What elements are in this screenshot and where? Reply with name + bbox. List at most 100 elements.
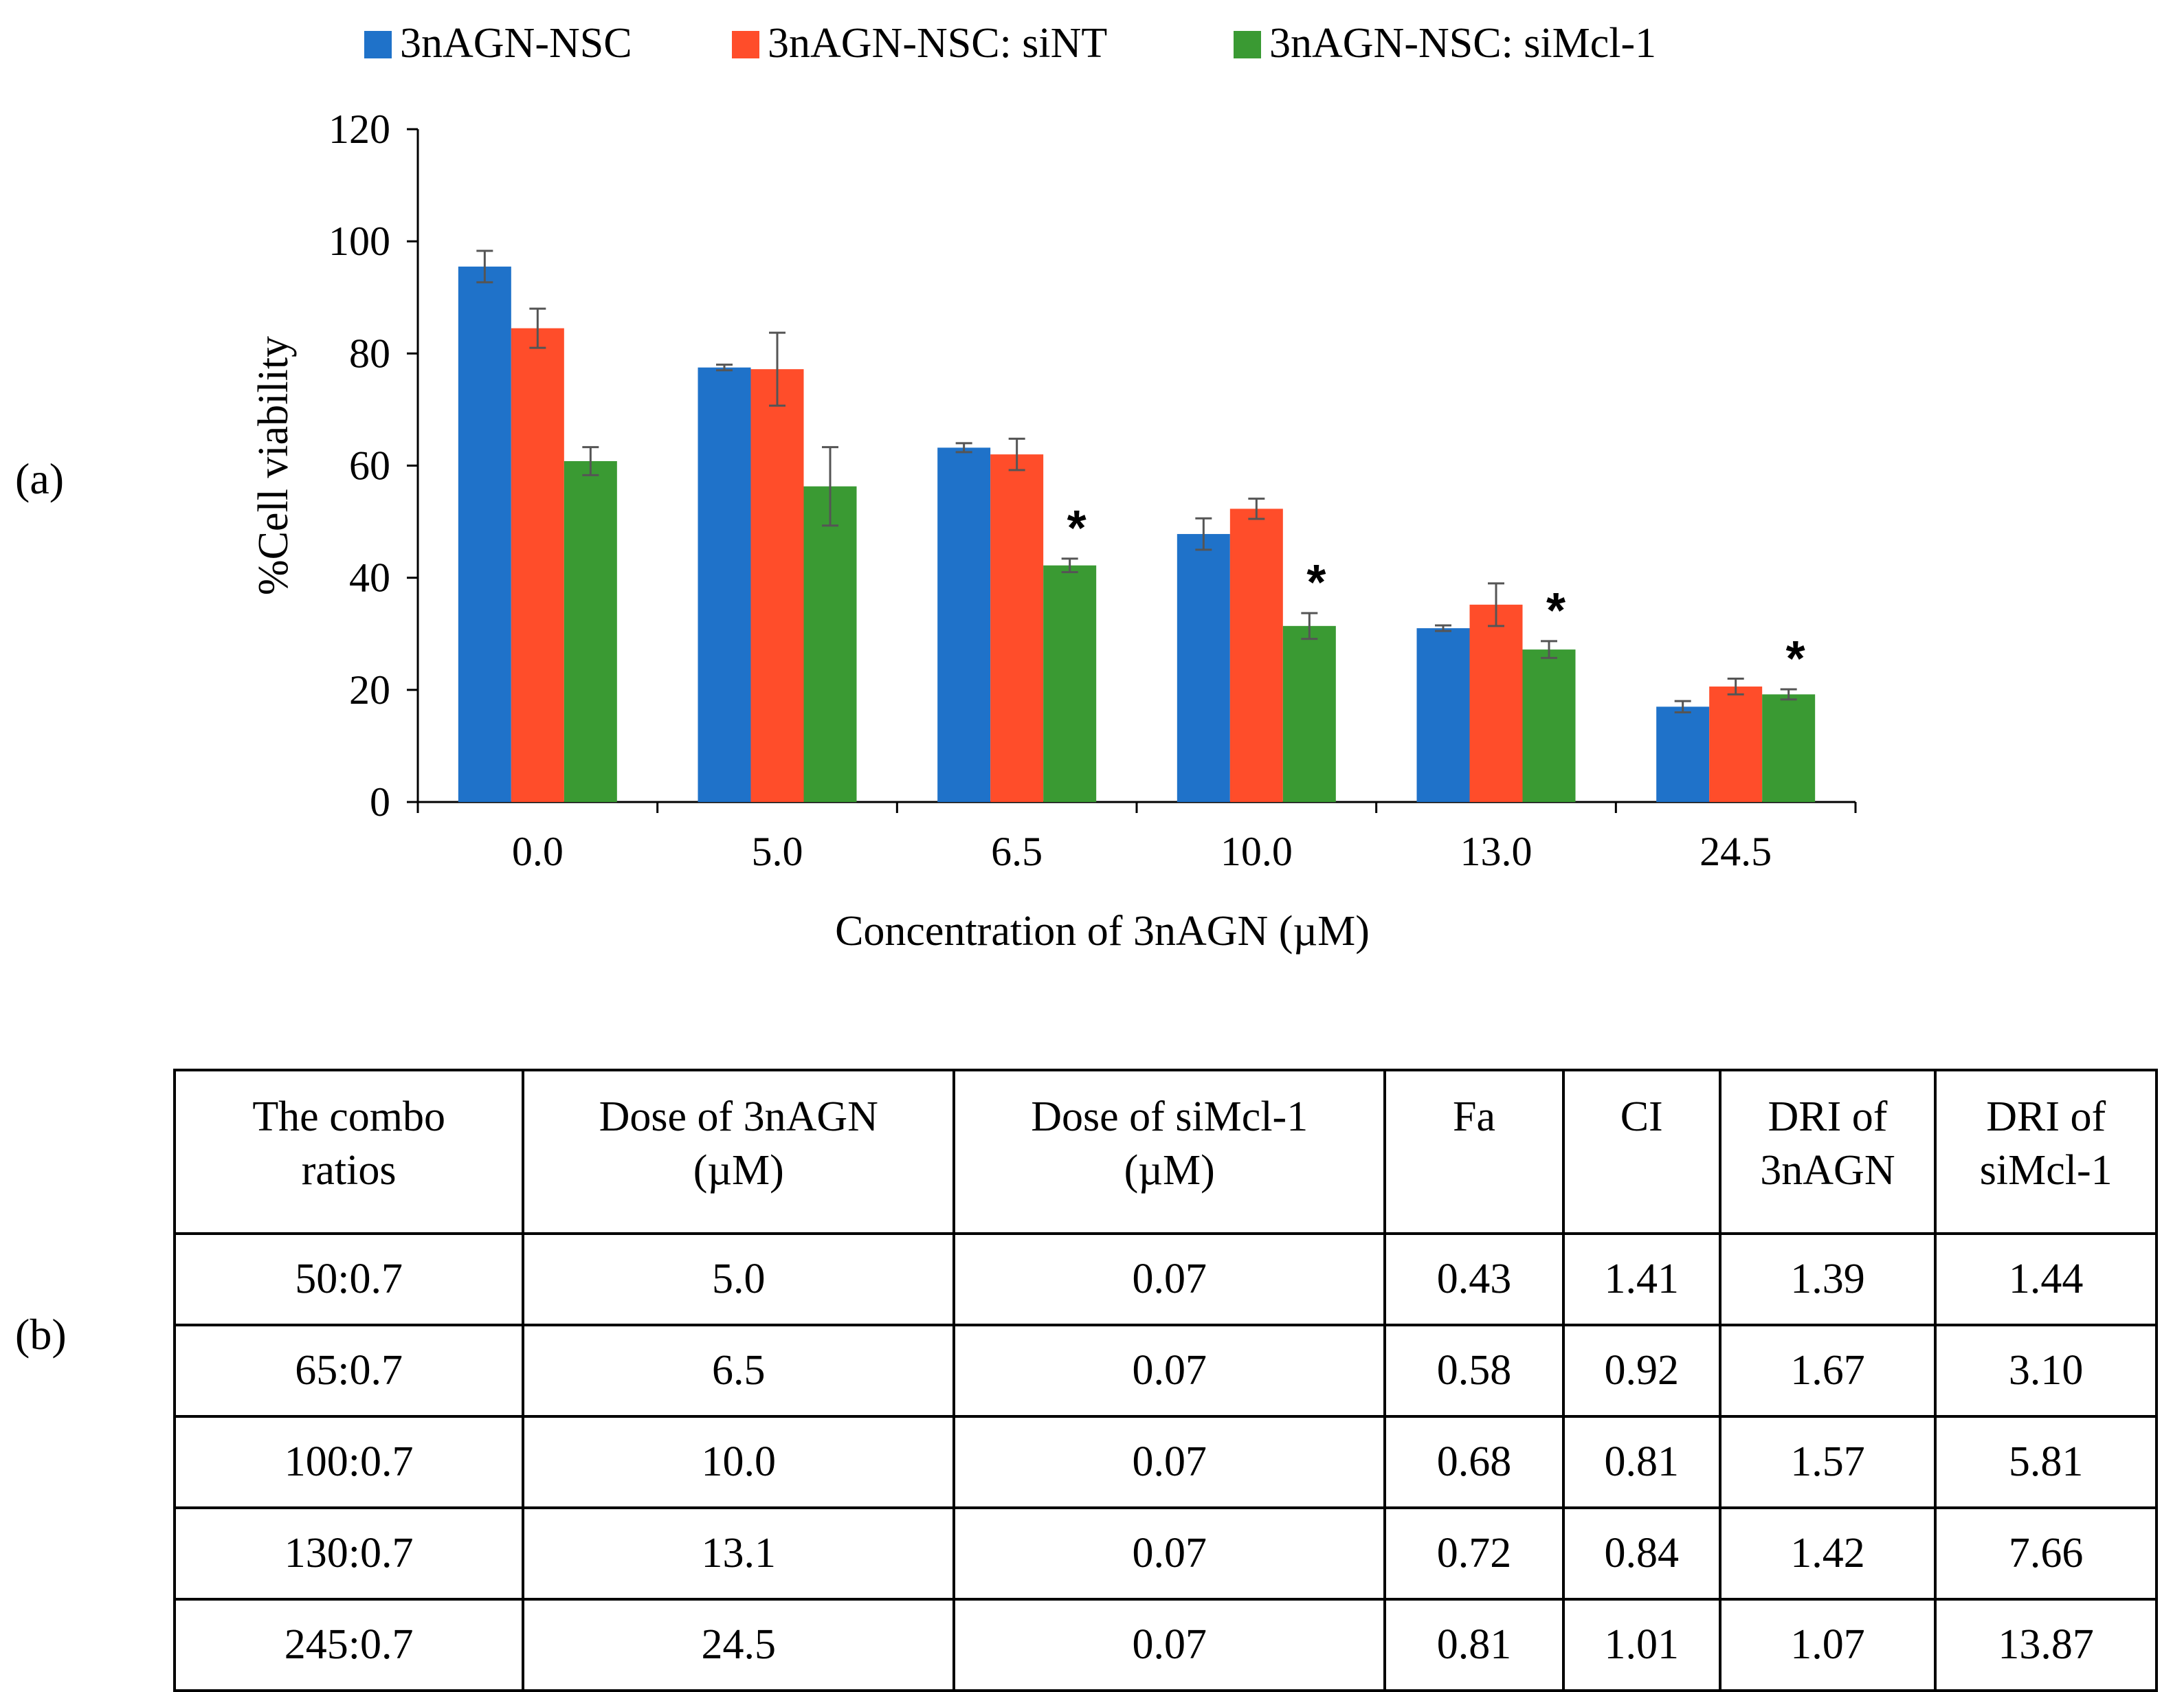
y-axis-title: %Cell viability — [250, 336, 297, 595]
significance-star: * — [1786, 632, 1805, 687]
bar — [937, 447, 991, 802]
table-header-cell: DRI of siMcl-1 — [1934, 1069, 2158, 1235]
table-cell: 1.01 — [1561, 1598, 1721, 1692]
bar — [803, 486, 857, 802]
legend-label: 3nAGN-NSC — [400, 20, 632, 67]
table-cell: 0.07 — [952, 1415, 1387, 1509]
table-cell: 0.07 — [952, 1324, 1387, 1418]
legend-label: 3nAGN-NSC: siNT — [768, 20, 1107, 67]
bar — [1416, 628, 1470, 802]
table-header-line: The combo — [252, 1093, 445, 1140]
x-tick-label: 13.0 — [1460, 829, 1533, 874]
bar — [990, 454, 1044, 802]
legend-swatch — [1234, 31, 1261, 58]
bar — [750, 369, 804, 802]
table-row: 65:0.7 6.5 0.07 0.58 0.92 1.67 3.10 — [172, 1324, 2158, 1418]
table-cell: 3.10 — [1934, 1324, 2158, 1418]
table-header-cell: The combo ratios — [172, 1069, 525, 1235]
table-cell: 1.07 — [1718, 1598, 1937, 1692]
table-cell: 13.1 — [522, 1506, 956, 1601]
table-cell: 0.92 — [1561, 1324, 1721, 1418]
bar — [1469, 604, 1523, 802]
table-cell: 24.5 — [522, 1598, 956, 1692]
bar — [1229, 509, 1283, 802]
table-row: 50:0.7 5.0 0.07 0.43 1.41 1.39 1.44 — [172, 1232, 2158, 1326]
table-cell: 1.67 — [1718, 1324, 1937, 1418]
bar — [1177, 534, 1230, 802]
x-tick-label: 0.0 — [512, 829, 564, 874]
table-cell: 50:0.7 — [172, 1232, 525, 1326]
table-cell: 0.58 — [1383, 1324, 1565, 1418]
table-cell: 10.0 — [522, 1415, 956, 1509]
table-header-cell: Dose of siMcl-1 (µM) — [952, 1069, 1387, 1235]
x-tick-label: 6.5 — [991, 829, 1043, 874]
table-header-cell: CI — [1561, 1069, 1721, 1235]
x-tick-label: 10.0 — [1221, 829, 1293, 874]
x-axis-title: Concentration of 3nAGN (µM) — [835, 908, 1370, 955]
y-tick-label: 60 — [349, 443, 390, 489]
y-tick-label: 20 — [349, 667, 390, 713]
table-cell: 1.57 — [1718, 1415, 1937, 1509]
bar — [458, 266, 511, 803]
bar — [1709, 686, 1763, 802]
table-cell: 0.68 — [1383, 1415, 1565, 1509]
table-header-line: DRI of — [1986, 1093, 2106, 1140]
x-tick-label: 24.5 — [1700, 829, 1772, 874]
table-row: 245:0.7 24.5 0.07 0.81 1.01 1.07 13.87 — [172, 1598, 2158, 1692]
table-cell: 5.81 — [1934, 1415, 2158, 1509]
table-header-row: The combo ratios Dose of 3nAGN (µM) Dose of … — [172, 1069, 2158, 1235]
y-tick-label: 120 — [328, 107, 390, 152]
table-row: 100:0.7 10.0 0.07 0.68 0.81 1.57 5.81 — [172, 1415, 2158, 1509]
table-header-cell: DRI of 3nAGN — [1718, 1069, 1937, 1235]
table-header-cell: Fa — [1383, 1069, 1565, 1235]
table-header-line: CI — [1620, 1093, 1663, 1140]
table-cell: 1.44 — [1934, 1232, 2158, 1326]
table-header-line: Dose of 3nAGN — [599, 1093, 878, 1140]
legend-swatch — [732, 31, 759, 58]
significance-star: * — [1546, 583, 1565, 638]
table-cell: 0.84 — [1561, 1506, 1721, 1601]
legend-swatch — [364, 31, 392, 58]
table-cell: 0.07 — [952, 1598, 1387, 1692]
bar — [564, 460, 617, 802]
y-tick-label: 0 — [370, 779, 390, 825]
table-cell: 1.39 — [1718, 1232, 1937, 1326]
table-cell: 1.42 — [1718, 1506, 1937, 1601]
table-cell: 0.81 — [1561, 1415, 1721, 1509]
table-cell: 0.72 — [1383, 1506, 1565, 1601]
panel-label-b: (b) — [15, 1310, 67, 1359]
bar — [1282, 625, 1336, 802]
table-header-line: 3nAGN — [1760, 1146, 1895, 1194]
table-cell: 5.0 — [522, 1232, 956, 1326]
table-header-line: Fa — [1453, 1093, 1496, 1140]
table-header-cell: Dose of 3nAGN (µM) — [522, 1069, 956, 1235]
table-cell: 6.5 — [522, 1324, 956, 1418]
table-cell: 7.66 — [1934, 1506, 2158, 1601]
table-cell: 0.07 — [952, 1506, 1387, 1601]
table-cell: 130:0.7 — [172, 1506, 525, 1601]
bar — [1043, 565, 1097, 802]
table-cell: 1.41 — [1561, 1232, 1721, 1326]
table-header-line: siMcl-1 — [1979, 1146, 2113, 1194]
bar — [1762, 694, 1816, 802]
bar-chart: 0 20 40 60 80 100 120 0.0 5.0 6.5 10.0 13.0 24.5 * * * *… — [250, 20, 1857, 955]
bar — [1522, 649, 1576, 802]
y-tick-label: 100 — [328, 219, 390, 264]
table-cell: 0.43 — [1383, 1232, 1565, 1326]
y-tick-label: 40 — [349, 555, 390, 601]
table-cell: 245:0.7 — [172, 1598, 525, 1692]
y-tick-label: 80 — [349, 331, 390, 376]
table-header-line: (µM) — [693, 1146, 784, 1194]
table-header-line: Dose of siMcl-1 — [1031, 1093, 1308, 1140]
significance-star: * — [1067, 501, 1087, 556]
panel-label-a: (a) — [15, 454, 65, 503]
table-row: 130:0.7 13.1 0.07 0.72 0.84 1.42 7.66 — [172, 1506, 2158, 1601]
combo-table: The combo ratios Dose of 3nAGN (µM) Dose of … — [172, 1069, 2158, 1692]
legend-label: 3nAGN-NSC: siMcl-1 — [1269, 20, 1656, 67]
table-cell: 0.81 — [1383, 1598, 1565, 1692]
bar — [1656, 706, 1710, 802]
table-header-line: ratios — [301, 1146, 397, 1194]
bar — [511, 328, 564, 802]
x-tick-label: 5.0 — [752, 829, 803, 874]
table-header-line: DRI of — [1768, 1093, 1888, 1140]
